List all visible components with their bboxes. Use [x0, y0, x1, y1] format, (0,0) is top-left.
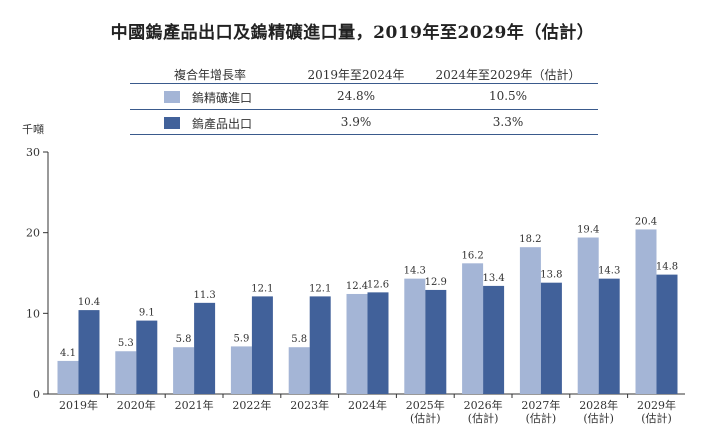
- data-label-export: 12.1: [251, 283, 273, 294]
- table-header-period-2: 2024年至2029年（估計）: [435, 68, 581, 82]
- data-label-export: 14.8: [656, 262, 678, 273]
- bar-import: [346, 293, 368, 394]
- data-label-import: 20.4: [635, 216, 657, 227]
- x-tick-label: 2027年: [521, 398, 560, 412]
- bar-export: [540, 282, 562, 394]
- table-rule-middle: [130, 109, 598, 110]
- table-cell-export-cagr-1: 3.9%: [340, 115, 372, 129]
- bar-import: [462, 263, 484, 394]
- data-label-export: 12.1: [309, 283, 331, 294]
- legend-label-export: 鎢產品出口: [192, 117, 253, 131]
- table-rule-bottom: [130, 134, 598, 135]
- bar-export: [309, 296, 331, 394]
- y-tick-label: 20: [26, 227, 40, 240]
- data-label-import: 5.9: [233, 333, 249, 344]
- bar-export: [251, 296, 273, 394]
- data-label-export: 13.8: [540, 270, 562, 281]
- legend-swatch-export: [164, 117, 180, 129]
- table-header-label: 複合年增長率: [173, 68, 246, 82]
- data-label-import: 4.1: [60, 348, 76, 359]
- data-label-import: 16.2: [461, 250, 483, 261]
- table-cell-export-cagr-2: 3.3%: [492, 115, 524, 129]
- bar-import: [519, 247, 541, 394]
- table-rule-top: [130, 83, 598, 84]
- legend-label-import: 鎢精礦進口: [192, 91, 253, 105]
- data-label-import: 5.8: [176, 334, 192, 345]
- data-label-import: 5.8: [291, 334, 307, 345]
- bar-import: [115, 351, 137, 394]
- x-tick-label: (估計): [526, 411, 557, 425]
- x-tick-label: 2021年: [175, 398, 214, 412]
- bar-import: [635, 229, 657, 394]
- x-tick-label: 2024年: [348, 398, 387, 412]
- data-label-export: 11.3: [193, 290, 215, 301]
- bar-export: [78, 310, 100, 394]
- x-tick-label: (估計): [583, 411, 614, 425]
- bar-export: [598, 278, 620, 394]
- bar-import: [57, 360, 79, 394]
- bar-export: [483, 285, 505, 394]
- bar-export: [367, 292, 389, 394]
- data-label-import: 12.4: [346, 281, 368, 292]
- x-tick-label: 2023年: [290, 398, 329, 412]
- table-header-period-1: 2019年至2024年: [307, 68, 405, 82]
- data-label-import: 5.3: [118, 338, 134, 349]
- bar-export: [425, 289, 447, 394]
- x-tick-label: 2029年: [637, 398, 676, 412]
- x-tick-label: (估計): [410, 411, 441, 425]
- data-label-import: 14.3: [404, 266, 426, 277]
- bar-import: [288, 347, 310, 394]
- y-tick-label: 0: [33, 388, 40, 401]
- data-label-export: 12.6: [367, 279, 389, 290]
- x-tick-label: 2019年: [59, 398, 98, 412]
- table-cell-import-cagr-2: 10.5%: [488, 89, 528, 103]
- y-tick-label: 30: [26, 146, 40, 159]
- x-tick-label: 2025年: [406, 398, 445, 412]
- x-tick-label: (估計): [468, 411, 499, 425]
- x-tick-label: 2028年: [579, 398, 618, 412]
- data-label-export: 14.3: [598, 266, 620, 277]
- x-tick-label: 2022年: [232, 398, 271, 412]
- bar-import: [230, 346, 252, 394]
- legend-swatch-import: [164, 91, 180, 103]
- x-tick-label: 2026年: [464, 398, 503, 412]
- bar-import: [173, 347, 195, 394]
- table-cell-import-cagr-1: 24.8%: [336, 89, 376, 103]
- y-axis-unit-label: 千噸: [22, 123, 44, 136]
- bar-import: [404, 278, 426, 394]
- bar-export: [136, 320, 158, 394]
- data-label-export: 13.4: [482, 273, 504, 284]
- data-label-import: 18.2: [519, 234, 541, 245]
- bar-import: [577, 237, 599, 394]
- chart-title: 中國鎢產品出口及鎢精礦進口量，2019年至2029年（估計）: [110, 23, 595, 43]
- data-label-export: 10.4: [78, 297, 100, 308]
- x-tick-label: 2020年: [117, 398, 156, 412]
- data-label-export: 9.1: [139, 308, 155, 319]
- data-label-export: 12.9: [425, 277, 447, 288]
- x-tick-label: (估計): [641, 411, 672, 425]
- bar-export: [194, 302, 216, 394]
- bar-export: [656, 274, 678, 394]
- y-tick-label: 10: [26, 307, 40, 320]
- data-label-import: 19.4: [577, 225, 599, 236]
